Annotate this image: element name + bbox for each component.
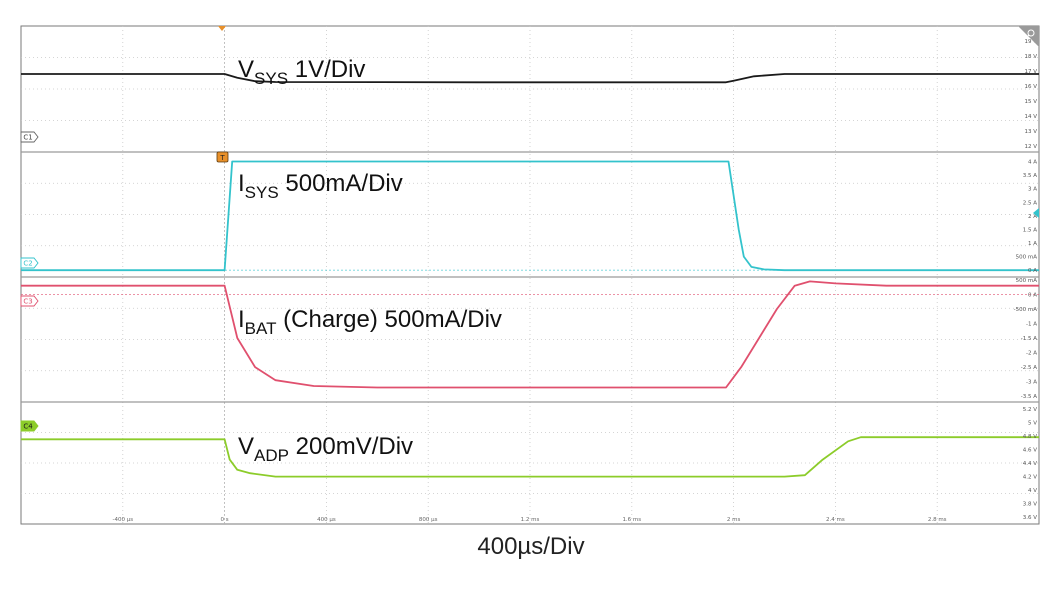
trigger-badge: T — [216, 151, 229, 163]
channel-badge-label: C1 — [23, 134, 32, 142]
x-tick-label: 2.8 ms — [928, 517, 947, 523]
y-tick-label: 4.6 V — [1023, 447, 1037, 453]
y-tick-label: 19 V — [1024, 39, 1037, 45]
y-tick-label: 3.6 V — [1023, 515, 1037, 521]
y-tick-label: 2.5 A — [1023, 200, 1037, 206]
x-tick-label: 400 µs — [317, 517, 336, 523]
isys-label: ISYS 500mA/Div — [238, 170, 403, 202]
x-tick-labels: -400 µs 0 s 400 µs 800 µs 1.2 ms 1.6 ms 2 ms 2.… — [112, 517, 946, 523]
y-tick-label: 14 V — [1024, 114, 1037, 120]
y-tick-label: 3.5 A — [1023, 173, 1037, 179]
y-tick-labels: 19 V 18 V 17 V 16 V 15 V 14 V 13 V 12 V 4 A 3.5 A… — [1014, 39, 1038, 521]
traces — [21, 73, 1039, 478]
y-tick-label: 13 V — [1024, 129, 1037, 135]
y-tick-label: 500 mA — [1016, 255, 1038, 261]
y-tick-label: 5.2 V — [1023, 407, 1037, 413]
y-tick-label: 4 V — [1028, 488, 1037, 494]
trace-c3 — [21, 280, 1039, 389]
y-tick-label: 1.5 A — [1023, 227, 1037, 233]
y-tick-label: -2 A — [1026, 351, 1037, 357]
y-tick-label: 500 mA — [1016, 278, 1038, 284]
x-tick-label: 800 µs — [419, 517, 438, 523]
y-tick-label: 17 V — [1024, 69, 1037, 75]
y-tick-label: 5 V — [1028, 420, 1037, 426]
channel-badge-label: C4 — [23, 423, 33, 431]
x-tick-label: 2 ms — [727, 517, 741, 523]
x-tick-label: 1.6 ms — [622, 517, 641, 523]
y-tick-label: 0 A — [1028, 268, 1037, 274]
ibat-label: IBAT (Charge) 500mA/Div — [238, 306, 502, 338]
channel-badge-c3[interactable]: C3 — [20, 295, 39, 307]
y-tick-label: 2 A — [1028, 214, 1037, 220]
grid — [21, 26, 1039, 524]
x-tick-label: 1.2 ms — [521, 517, 540, 523]
y-tick-label: -1 A — [1026, 322, 1037, 328]
y-tick-label: -3.5 A — [1021, 394, 1037, 400]
channel-badge-c2[interactable]: C2 — [20, 257, 39, 269]
y-tick-label: 4.4 V — [1023, 461, 1037, 467]
vsys-label: VSYS 1V/Div — [238, 56, 365, 88]
y-tick-label: 4.2 V — [1023, 475, 1037, 481]
y-tick-label: -2.5 A — [1021, 365, 1037, 371]
trigger-position-marker — [218, 26, 226, 31]
channel-badges: C1 C2 C3 C4 — [20, 131, 39, 432]
trace-c4 — [21, 436, 1039, 478]
channel-badge-label: C3 — [23, 298, 32, 306]
trace-c1 — [21, 73, 1039, 84]
y-tick-label: 1 A — [1028, 241, 1037, 247]
y-tick-label: -1.5 A — [1021, 336, 1037, 342]
zoom-corner-icon[interactable] — [1018, 26, 1039, 47]
trigger-badge-label: T — [219, 154, 225, 162]
channel-badge-c4[interactable]: C4 — [20, 420, 39, 432]
y-tick-label: 12 V — [1024, 144, 1037, 150]
channel-badge-label: C2 — [23, 260, 32, 268]
c2-offset-arrow-icon[interactable] — [1033, 208, 1039, 218]
channel-dividers — [21, 151, 1039, 403]
y-tick-label: 4 A — [1028, 160, 1037, 166]
x-tick-label: 0 s — [221, 517, 229, 523]
y-tick-label: 3.8 V — [1023, 502, 1037, 508]
y-tick-label: 4.8 V — [1023, 434, 1037, 440]
time-scale-caption: 400µs/Div — [477, 533, 585, 560]
y-tick-label: 3 A — [1028, 187, 1037, 193]
vadp-label: VADP 200mV/Div — [238, 433, 413, 465]
x-tick-label: 2.4 ms — [826, 517, 845, 523]
y-tick-label: 15 V — [1024, 99, 1037, 105]
y-tick-label: -3 A — [1026, 380, 1037, 386]
y-tick-label: 18 V — [1024, 54, 1037, 60]
y-tick-label: 16 V — [1024, 84, 1037, 90]
channel-badge-c1[interactable]: C1 — [20, 131, 39, 143]
x-tick-label: -400 µs — [112, 517, 133, 523]
trace-c2 — [21, 160, 1039, 272]
y-tick-label: -500 mA — [1014, 307, 1038, 313]
y-tick-label: 0 A — [1028, 292, 1037, 298]
